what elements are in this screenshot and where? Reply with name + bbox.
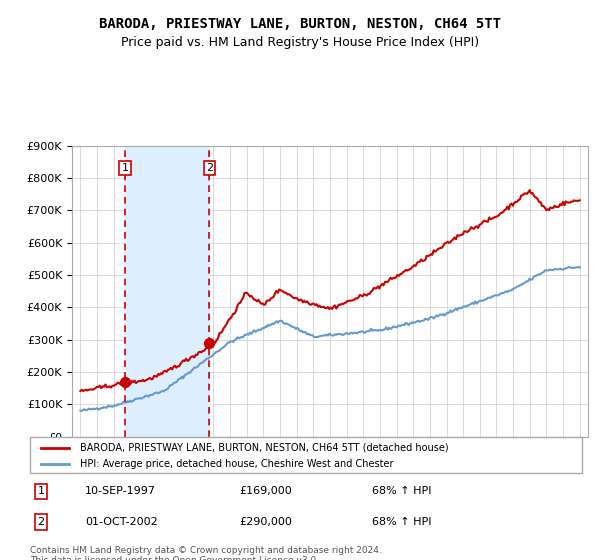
FancyBboxPatch shape [30,437,582,473]
Text: £290,000: £290,000 [240,517,293,527]
Text: 2: 2 [37,517,44,527]
Text: 2: 2 [206,164,213,173]
Text: 01-OCT-2002: 01-OCT-2002 [85,517,158,527]
Text: Price paid vs. HM Land Registry's House Price Index (HPI): Price paid vs. HM Land Registry's House … [121,36,479,49]
Text: BARODA, PRIESTWAY LANE, BURTON, NESTON, CH64 5TT: BARODA, PRIESTWAY LANE, BURTON, NESTON, … [99,17,501,31]
Text: BARODA, PRIESTWAY LANE, BURTON, NESTON, CH64 5TT (detached house): BARODA, PRIESTWAY LANE, BURTON, NESTON, … [80,443,448,452]
Text: 68% ↑ HPI: 68% ↑ HPI [372,517,432,527]
Text: £169,000: £169,000 [240,487,293,496]
Text: 1: 1 [38,487,44,496]
Text: Contains HM Land Registry data © Crown copyright and database right 2024.
This d: Contains HM Land Registry data © Crown c… [30,546,382,560]
Text: HPI: Average price, detached house, Cheshire West and Chester: HPI: Average price, detached house, Ches… [80,459,393,469]
Text: 68% ↑ HPI: 68% ↑ HPI [372,487,432,496]
Bar [125,146,209,437]
Text: 10-SEP-1997: 10-SEP-1997 [85,487,156,496]
Point [205,338,214,347]
Point [120,377,130,386]
Text: 1: 1 [122,164,128,173]
